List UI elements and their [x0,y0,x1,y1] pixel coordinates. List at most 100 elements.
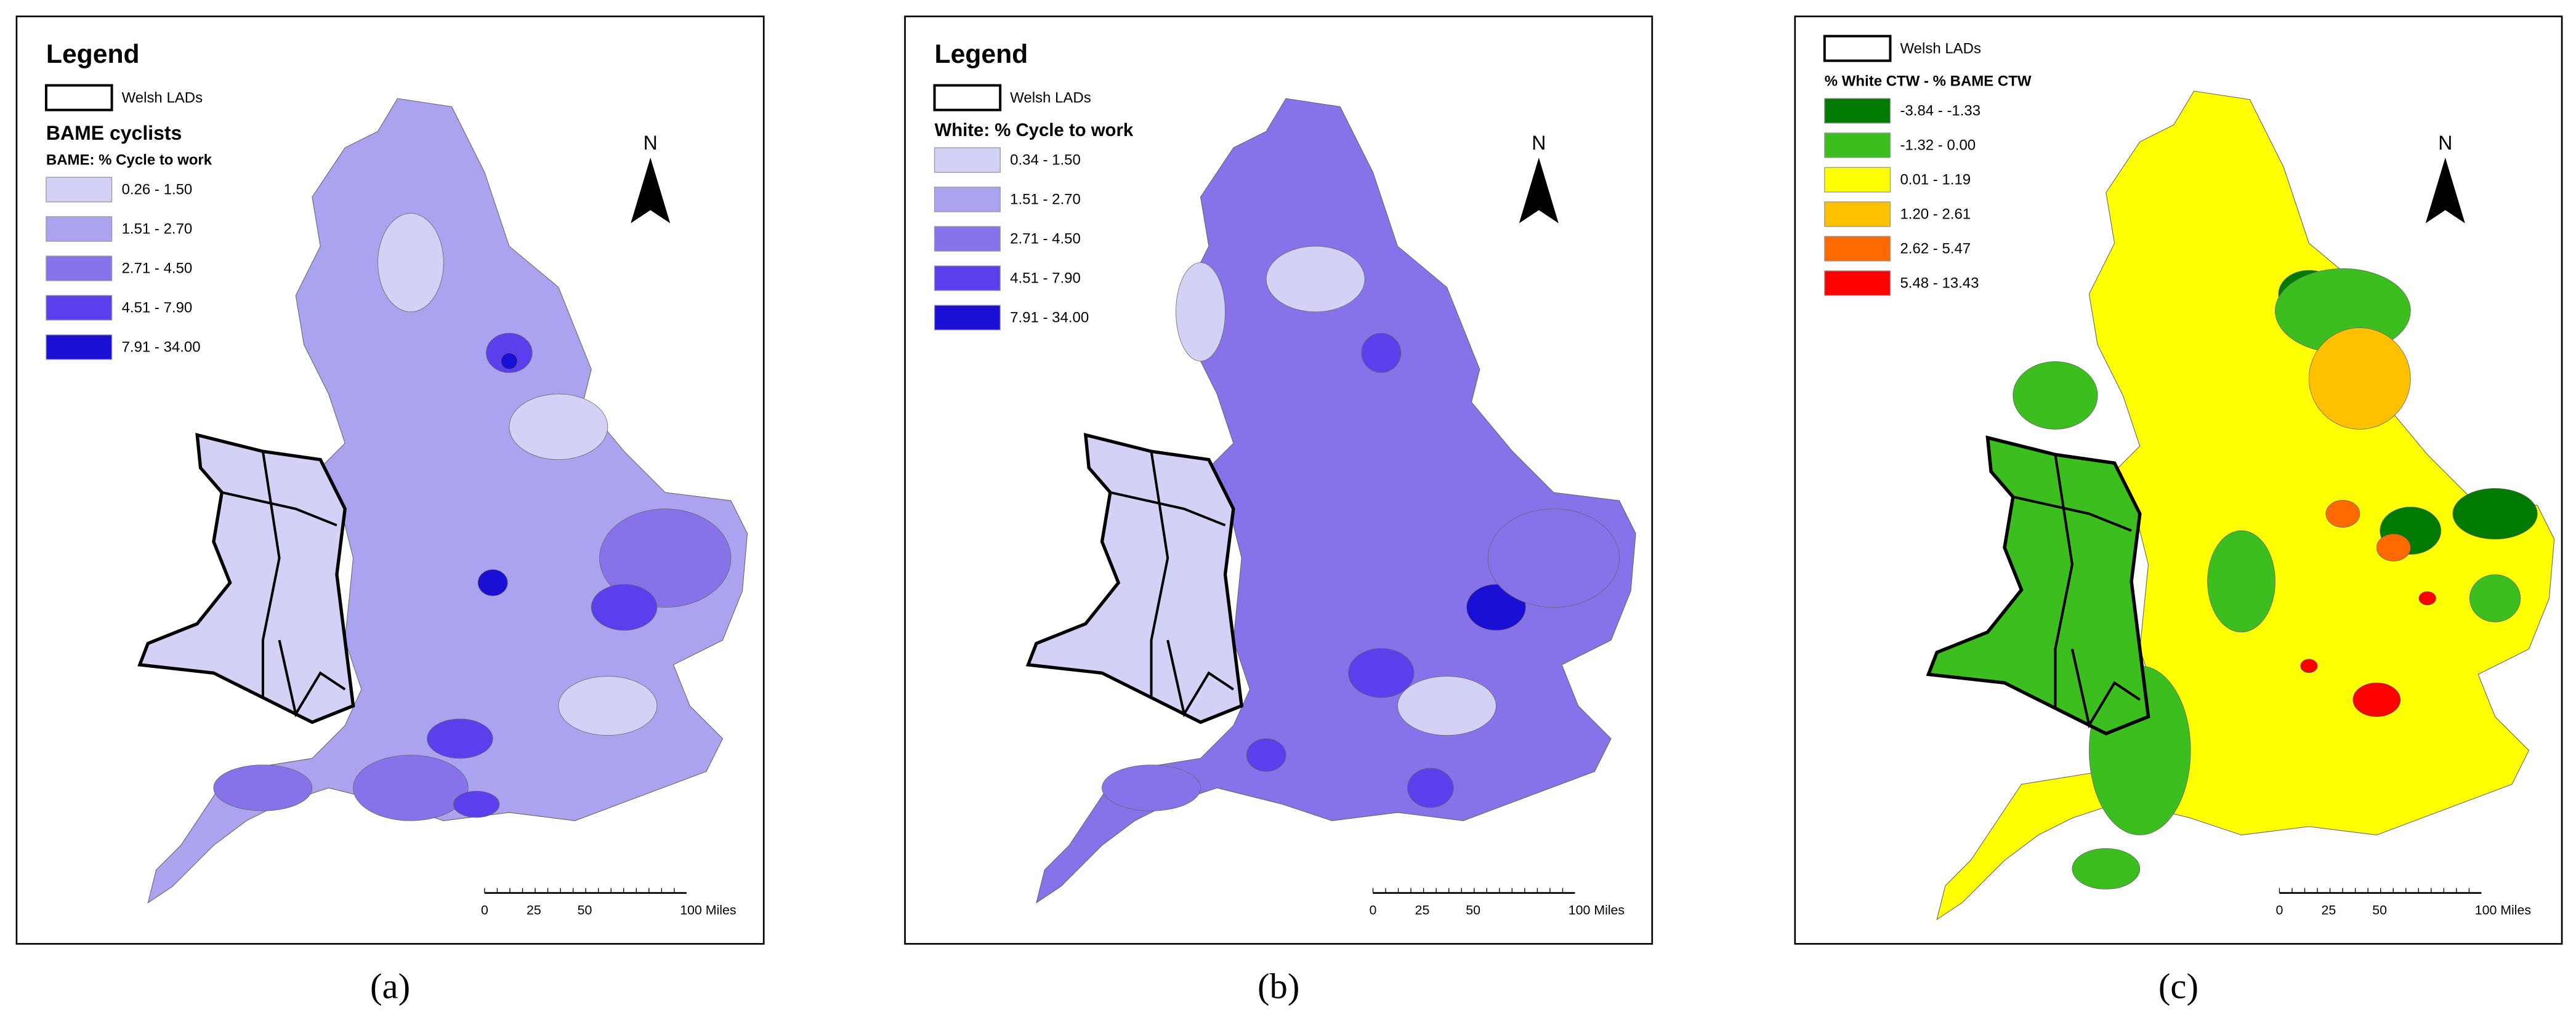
district [1466,584,1526,631]
district [1348,648,1415,698]
legend-swatch [46,334,113,360]
scale-label: 100 Miles [1569,903,1625,918]
boundary-label: Welsh LADs [1900,40,1981,57]
district [2376,534,2411,561]
welsh-lad-line [1110,491,1226,527]
legend-subtitle: % White CTW - % BAME CTW [1825,73,2032,90]
legend-swatch [1824,167,1891,193]
welsh-lad-line [1150,451,1169,698]
scale-label: 50 [578,903,592,918]
district [599,508,732,608]
district [213,765,313,811]
legend-swatch [934,187,1001,212]
class-title: BAME cyclists [46,122,182,144]
legend-label: 0.26 - 1.50 [122,182,193,198]
district [427,718,493,759]
map [1025,98,1636,904]
legend-subtitle: White: % Cycle to work [935,120,1134,140]
scale-label: 0 [2275,903,2283,918]
north-label: N [644,132,658,154]
district [2309,327,2411,430]
legend-title: Legend [935,39,1028,69]
legend-label: -1.32 - 0.00 [1900,137,1976,154]
district [2013,361,2098,430]
district [2418,591,2436,606]
legend-label: 4.51 - 7.90 [122,300,193,316]
england [1936,90,2555,921]
scale-label: 0 [481,903,488,918]
scale-label: 25 [527,903,541,918]
district [501,352,518,370]
wales [1025,433,1244,725]
district [2207,530,2275,633]
caption: (c) [2158,966,2198,1006]
welsh-lad-line [221,491,337,527]
legend-swatch [1824,270,1891,296]
legend-swatch [46,295,113,321]
scale-label: 25 [2322,903,2336,918]
boundary-swatch [1823,34,1892,62]
district [1102,765,1201,811]
caption: (a) [370,966,410,1006]
map [1926,90,2555,921]
welsh-lad-line [2070,648,2141,729]
scale-label: 50 [1466,903,1480,918]
district [509,393,608,460]
legend-swatch [46,216,113,242]
legend-label: 7.91 - 34.00 [1010,310,1089,326]
wales [1926,435,2150,736]
district [2325,500,2360,528]
welsh-lad-line [2013,496,2132,532]
district [1361,332,1402,373]
north-arrow [1519,157,1559,223]
district [558,676,658,736]
legend-swatch [1824,236,1891,262]
legend-label: 2.62 - 5.47 [1900,241,1971,257]
district [1246,738,1286,772]
legend-title: Legend [46,39,140,69]
district [2300,659,2318,673]
legend-swatch [934,305,1001,331]
legend-label: 7.91 - 34.00 [122,339,201,356]
boundary-label: Welsh LADs [1010,89,1091,106]
map-panel: Welsh LADs % White CTW - % BAME CTW -3.84 … [1794,15,2563,945]
legend-label: 0.01 - 1.19 [1900,172,1971,188]
legend-subtitle: BAME: % Cycle to work [46,152,212,169]
map-panel: Legend Welsh LADs White: % Cycle to work 0.… [904,15,1653,945]
district [1176,262,1225,362]
district [2072,848,2141,889]
welsh-lad-line [1166,640,1234,718]
district [2352,682,2401,717]
legend-label: 2.71 - 4.50 [1010,231,1081,247]
north-label: N [1532,132,1546,154]
caption: (b) [1258,966,1299,1006]
district [2469,574,2521,622]
north-label: N [2438,132,2452,154]
scale-label: 100 Miles [680,903,736,918]
scale-label: 0 [1370,903,1377,918]
legend-swatch [934,147,1001,173]
legend-swatch [46,177,113,203]
map [137,98,748,904]
district [1397,676,1496,736]
legend-swatch [46,255,113,281]
legend-swatch [934,265,1001,291]
legend-label: 0.34 - 1.50 [1010,152,1081,169]
map-panel: Legend Welsh LADs BAME cyclists BAME: % Cyc… [15,15,765,945]
boundary-swatch [44,84,113,111]
legend-swatch [1824,201,1891,227]
district [353,755,469,821]
legend-swatch [934,226,1001,252]
legend-label: 2.71 - 4.50 [122,260,193,277]
legend-label: -3.84 - -1.33 [1900,103,1980,119]
district [591,584,658,631]
legend-label: 1.51 - 2.70 [122,221,193,238]
scale-label: 50 [2372,903,2387,918]
district [477,569,508,596]
district [378,213,444,313]
north-arrow [2425,157,2465,223]
legend-label: 5.48 - 13.43 [1900,275,1979,292]
legend-label: 4.51 - 7.90 [1010,270,1081,287]
